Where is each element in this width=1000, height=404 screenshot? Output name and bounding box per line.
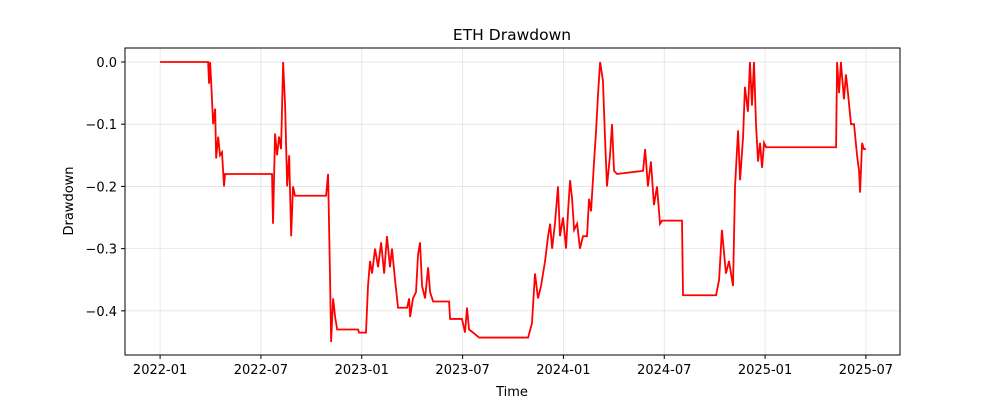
x-tick-label: 2023-07 [435, 363, 489, 378]
y-tick-label: 0.0 [96, 56, 117, 71]
chart-title: ETH Drawdown [453, 26, 571, 44]
x-tick-label: 2025-07 [839, 363, 893, 378]
plot-frame [124, 47, 901, 356]
x-tick-label: 2025-01 [738, 363, 792, 378]
line [160, 61, 866, 342]
x-tick-label: 2023-01 [335, 363, 389, 378]
x-tick-label: 2024-01 [536, 363, 590, 378]
y-axis-label: Drawdown [62, 166, 77, 235]
x-tick-label: 2024-07 [637, 363, 691, 378]
x-tick-label: 2022-07 [234, 363, 288, 378]
y-tick-label: −0.2 [85, 180, 117, 195]
y-tick-label: −0.3 [85, 243, 117, 258]
x-tick-label: 2022-01 [133, 363, 187, 378]
y-tick-label: −0.4 [85, 305, 117, 320]
x-axis-label: Time [495, 385, 528, 400]
y-tick-label: −0.1 [85, 118, 117, 133]
